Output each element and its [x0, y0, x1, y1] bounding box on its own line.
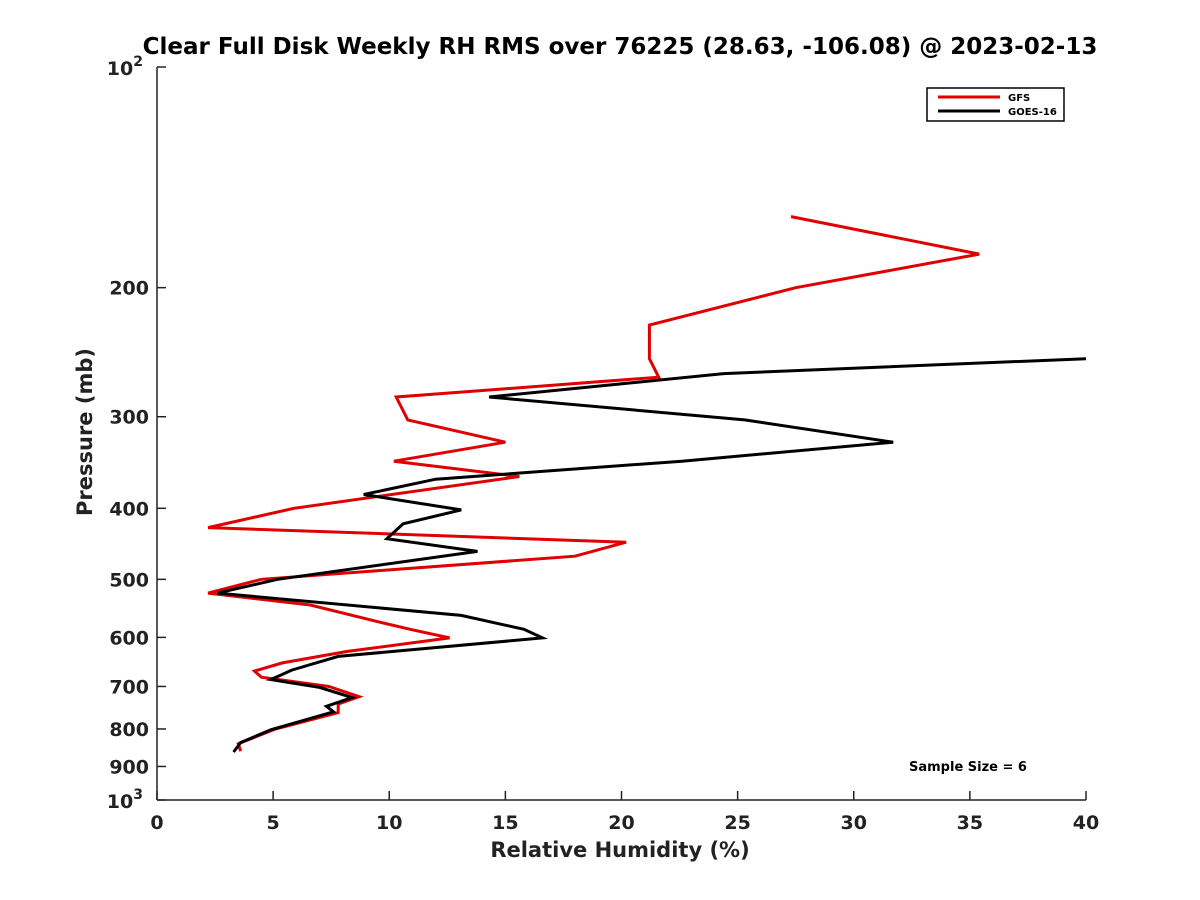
- x-axis-title: Relative Humidity (%): [490, 838, 749, 862]
- chart-title: Clear Full Disk Weekly RH RMS over 76225…: [143, 34, 1098, 60]
- x-tick-label: 15: [492, 812, 518, 834]
- x-tick-label: 35: [957, 812, 983, 834]
- y-tick-label: 500: [109, 569, 149, 591]
- x-tick-label: 30: [841, 812, 867, 834]
- legend: GFS GOES-16: [926, 87, 1065, 122]
- legend-label: GFS: [1008, 93, 1030, 104]
- x-tick-label: 25: [724, 812, 750, 834]
- legend-label: GOES-16: [1008, 107, 1057, 118]
- y-tick-label: 600: [109, 627, 149, 649]
- x-tick-label: 0: [150, 812, 163, 834]
- y-axis-title: Pressure (mb): [73, 348, 97, 516]
- x-tick-label: 5: [267, 812, 280, 834]
- plot-axes: 0 5 10 15 20 25 30 35 40 200 300 400 500 600 700 800 900…: [107, 54, 1099, 834]
- legend-box: [926, 87, 1065, 122]
- y-tick-label: 200: [109, 278, 149, 300]
- y-tick-label: 900: [109, 756, 149, 778]
- x-tick-label: 40: [1073, 812, 1099, 834]
- x-tick-label: 10: [376, 812, 402, 834]
- y-tick-label: 300: [109, 407, 149, 429]
- series-layer: [207, 215, 1087, 753]
- series-line-gfs: [207, 215, 980, 752]
- x-tick-label: 20: [608, 812, 634, 834]
- y-tick-label: 400: [109, 498, 149, 520]
- y-tick-label: 103: [107, 787, 143, 813]
- series-line-goes-16: [217, 357, 1087, 753]
- y-tick-label: 800: [109, 719, 149, 741]
- y-tick-label: 102: [107, 54, 143, 80]
- sample-size-annotation: Sample Size = 6: [909, 760, 1027, 775]
- y-tick-label: 700: [109, 676, 149, 698]
